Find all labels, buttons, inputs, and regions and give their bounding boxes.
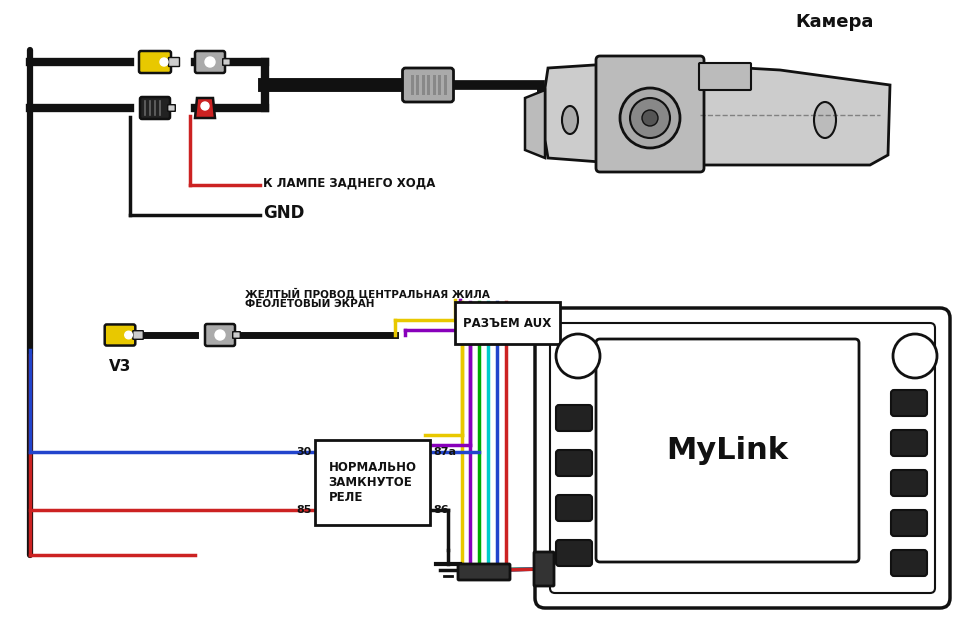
Circle shape (201, 102, 209, 110)
FancyBboxPatch shape (169, 58, 180, 66)
Circle shape (620, 88, 680, 148)
Bar (421, 75, 424, 95)
FancyBboxPatch shape (596, 56, 704, 172)
FancyBboxPatch shape (458, 564, 510, 580)
Text: НОРМАЛЬНО
ЗАМКНУТОЕ
РЕЛЕ: НОРМАЛЬНО ЗАМКНУТОЕ РЕЛЕ (328, 461, 417, 504)
Bar (433, 75, 436, 95)
Bar (411, 75, 414, 95)
FancyBboxPatch shape (132, 331, 143, 339)
FancyBboxPatch shape (891, 470, 927, 496)
FancyBboxPatch shape (891, 550, 927, 576)
FancyBboxPatch shape (556, 450, 592, 476)
Polygon shape (525, 90, 545, 158)
FancyBboxPatch shape (315, 440, 430, 525)
Circle shape (893, 334, 937, 378)
Text: 30: 30 (297, 447, 312, 457)
Bar (427, 75, 430, 95)
FancyBboxPatch shape (596, 339, 859, 562)
FancyBboxPatch shape (556, 405, 592, 431)
FancyBboxPatch shape (891, 510, 927, 536)
FancyBboxPatch shape (550, 323, 935, 593)
Circle shape (642, 110, 658, 126)
Polygon shape (195, 98, 215, 118)
FancyBboxPatch shape (891, 390, 927, 416)
Text: MyLink: MyLink (666, 436, 788, 465)
FancyBboxPatch shape (105, 325, 135, 346)
Text: GND: GND (263, 204, 304, 222)
FancyBboxPatch shape (699, 63, 751, 90)
Ellipse shape (562, 106, 578, 134)
Text: ФЕОЛЕТОВЫЙ ЭКРАН: ФЕОЛЕТОВЫЙ ЭКРАН (245, 299, 374, 309)
Circle shape (556, 334, 600, 378)
FancyBboxPatch shape (556, 495, 592, 521)
FancyBboxPatch shape (535, 308, 950, 608)
FancyBboxPatch shape (891, 430, 927, 456)
Text: К ЛАМПЕ ЗАДНЕГО ХОДА: К ЛАМПЕ ЗАДНЕГО ХОДА (263, 176, 436, 190)
FancyBboxPatch shape (402, 68, 453, 102)
Circle shape (630, 98, 670, 138)
FancyBboxPatch shape (232, 332, 240, 338)
Text: РАЗЪЕМ AUX: РАЗЪЕМ AUX (464, 316, 552, 330)
Text: V3: V3 (108, 359, 132, 374)
Circle shape (125, 331, 132, 339)
Bar (438, 75, 441, 95)
Bar (416, 75, 419, 95)
FancyBboxPatch shape (195, 51, 225, 73)
Text: ЖЕЛТЫЙ ПРОВОД ЦЕНТРАЛЬНАЯ ЖИЛА: ЖЕЛТЫЙ ПРОВОД ЦЕНТРАЛЬНАЯ ЖИЛА (245, 288, 490, 299)
Polygon shape (545, 62, 890, 165)
FancyBboxPatch shape (140, 97, 170, 119)
Text: 86: 86 (433, 505, 448, 515)
Ellipse shape (814, 102, 836, 138)
FancyBboxPatch shape (556, 540, 592, 566)
Circle shape (160, 58, 168, 66)
Bar (444, 75, 446, 95)
FancyBboxPatch shape (205, 324, 235, 346)
Circle shape (215, 330, 225, 340)
Text: 85: 85 (297, 505, 312, 515)
Text: Камера: Камера (796, 13, 875, 31)
Text: 87а: 87а (433, 447, 456, 457)
FancyBboxPatch shape (223, 59, 230, 65)
FancyBboxPatch shape (455, 302, 560, 344)
FancyBboxPatch shape (168, 105, 176, 111)
FancyBboxPatch shape (139, 51, 171, 73)
Circle shape (205, 57, 215, 67)
FancyBboxPatch shape (534, 552, 554, 586)
